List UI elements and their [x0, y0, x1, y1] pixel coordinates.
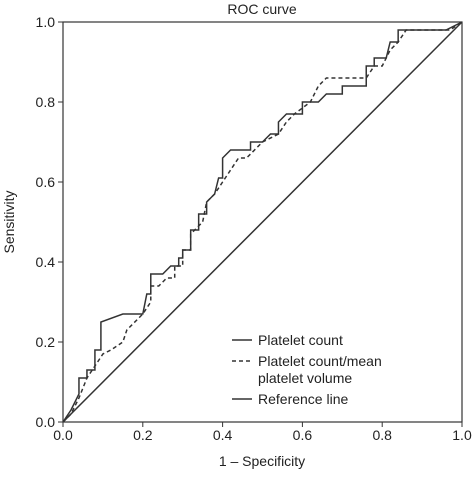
- legend-swatch: [232, 360, 252, 362]
- y-tick-label: 0.8: [36, 94, 56, 110]
- x-tick-label: 0.2: [133, 427, 153, 443]
- legend-item: Platelet count/mean platelet volume: [232, 353, 428, 387]
- plot-frame: [62, 21, 463, 423]
- legend-swatch: [232, 339, 252, 341]
- x-axis-label: 1 – Specificity: [219, 453, 305, 469]
- x-tick-label: 0.8: [372, 427, 392, 443]
- x-tick-label: 0.0: [53, 427, 73, 443]
- y-tick-label: 1.0: [36, 14, 56, 30]
- x-tick-label: 0.4: [213, 427, 233, 443]
- roc-line: [62, 21, 463, 423]
- x-tick-label: 1.0: [452, 427, 472, 443]
- y-tick-label: 0.2: [36, 334, 56, 350]
- x-tick-label: 0.6: [293, 427, 313, 443]
- chart-title: ROC curve: [227, 1, 296, 17]
- legend-label: Platelet count: [258, 332, 343, 348]
- legend: Platelet count Platelet count/mean platel…: [232, 332, 428, 412]
- legend-swatch: [232, 398, 252, 400]
- y-axis-label: Sensitivity: [1, 190, 17, 253]
- legend-label: Reference line: [258, 391, 349, 407]
- legend-item: Platelet count: [232, 332, 428, 349]
- y-tick-label: 0.6: [36, 174, 56, 190]
- legend-item: Reference line: [232, 391, 428, 408]
- y-tick-label: 0.0: [36, 414, 56, 430]
- y-tick-label: 0.4: [36, 254, 56, 270]
- legend-label: Platelet count/mean platelet volume: [258, 353, 382, 386]
